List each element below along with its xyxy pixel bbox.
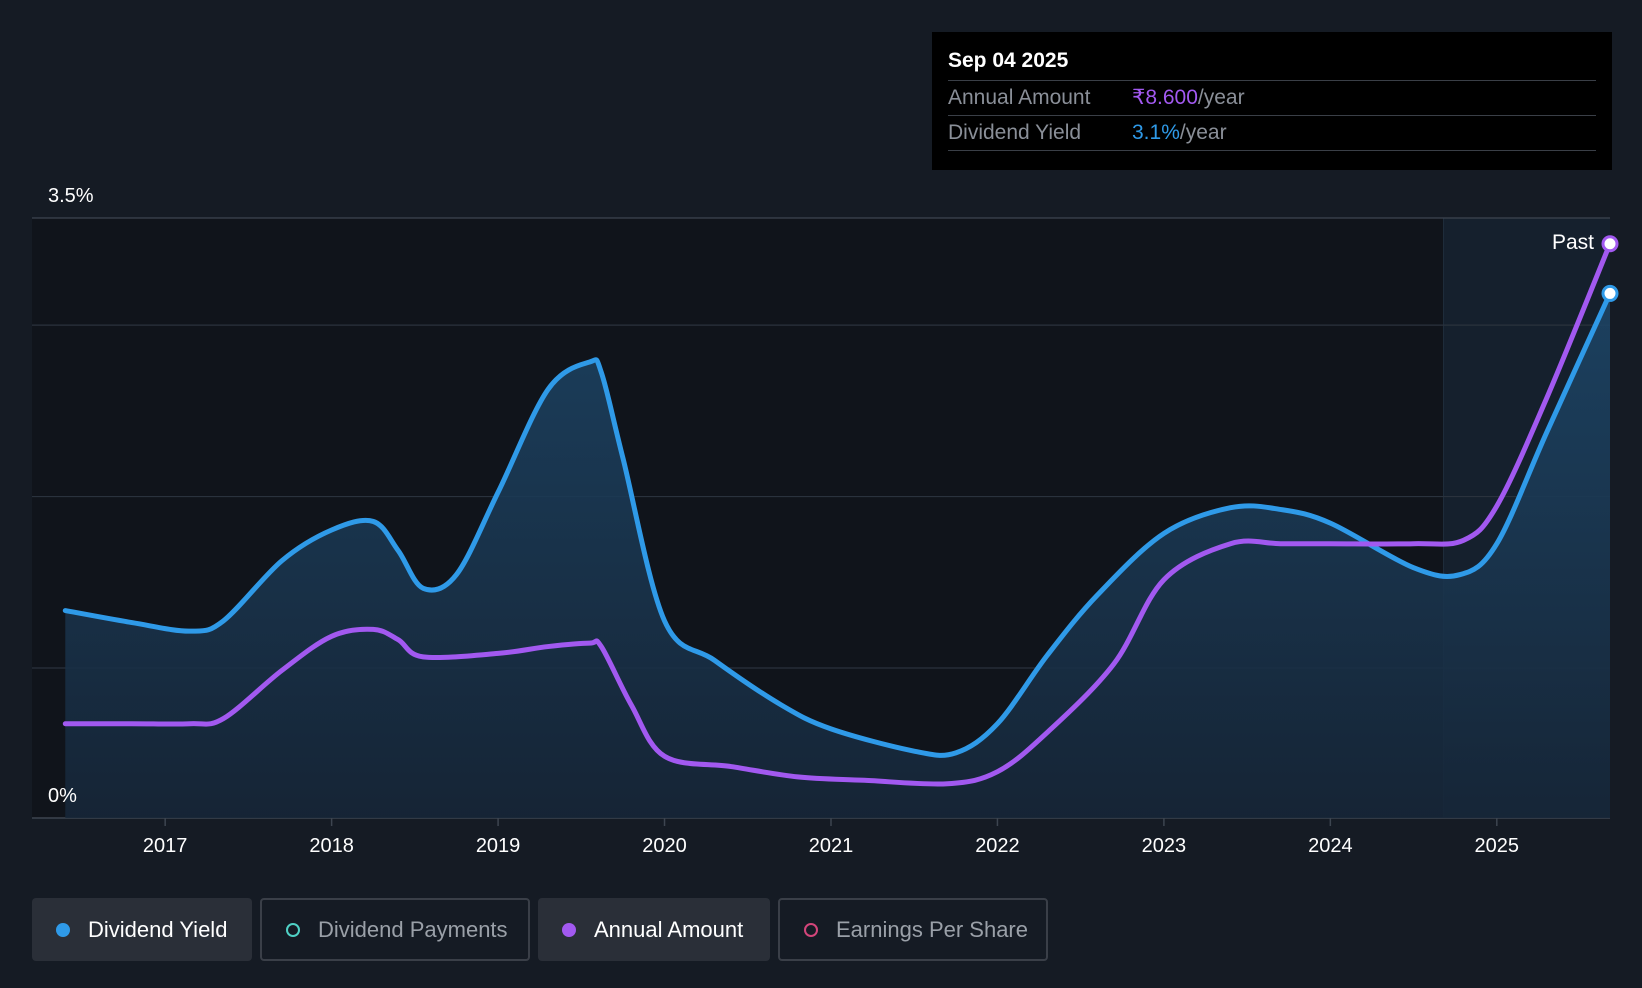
x-tick-label: 2022 — [975, 835, 1020, 857]
legend-label: Dividend Payments — [318, 916, 508, 942]
x-tick-label: 2017 — [143, 835, 188, 857]
x-tick-label: 2025 — [1475, 835, 1520, 857]
legend-label: Annual Amount — [594, 916, 744, 942]
y-tick-label-bottom: 0% — [48, 785, 77, 807]
dividend-yield-line — [62, 290, 1613, 758]
x-tick-label: 2021 — [809, 835, 854, 857]
tooltip-unit: /year — [1179, 121, 1227, 144]
x-tick-label: 2023 — [1142, 835, 1187, 857]
legend-dot-icon — [562, 922, 576, 937]
annual-amount-end-marker — [1601, 235, 1619, 253]
legend-dot-icon — [56, 922, 70, 937]
tooltip-label: Dividend Yield — [948, 121, 1082, 144]
legend-label: Earnings Per Share — [836, 916, 1028, 942]
dividend-yield-end-marker — [1601, 284, 1619, 302]
tooltip-unit: /year — [1197, 86, 1245, 109]
legend-annual-amount[interactable]: Annual Amount — [538, 898, 770, 961]
tooltip-row-dividend-yield: Dividend Yield 3.1% /year — [948, 116, 1596, 151]
x-tick-label: 2024 — [1308, 835, 1353, 857]
x-tick-label: 2020 — [642, 835, 687, 857]
legend-ring-icon — [286, 922, 300, 937]
legend-ring-icon — [804, 922, 818, 937]
past-label: Past — [1552, 231, 1594, 254]
tooltip-date: Sep 04 2025 — [948, 46, 1596, 81]
x-tick-label: 2019 — [476, 835, 521, 857]
tooltip-row-annual-amount: Annual Amount ₹8.600 /year — [948, 81, 1596, 116]
tooltip-label: Annual Amount — [948, 86, 1091, 109]
dividend-yield-area — [65, 293, 1610, 818]
y-tick-label-top: 3.5% — [48, 185, 94, 207]
legend-dividend-payments[interactable]: Dividend Payments — [260, 898, 530, 961]
tooltip-value: 3.1% — [1132, 121, 1180, 144]
x-tick-label: 2018 — [309, 835, 354, 857]
hover-tooltip: Sep 04 2025 Annual Amount ₹8.600 /year D… — [932, 32, 1612, 170]
legend-earnings-per-share[interactable]: Earnings Per Share — [778, 898, 1048, 961]
annual-amount-line — [62, 241, 1613, 787]
tooltip-value: ₹8.600 — [1132, 86, 1198, 109]
legend-label: Dividend Yield — [88, 916, 228, 942]
legend-dividend-yield[interactable]: Dividend Yield — [32, 898, 252, 961]
